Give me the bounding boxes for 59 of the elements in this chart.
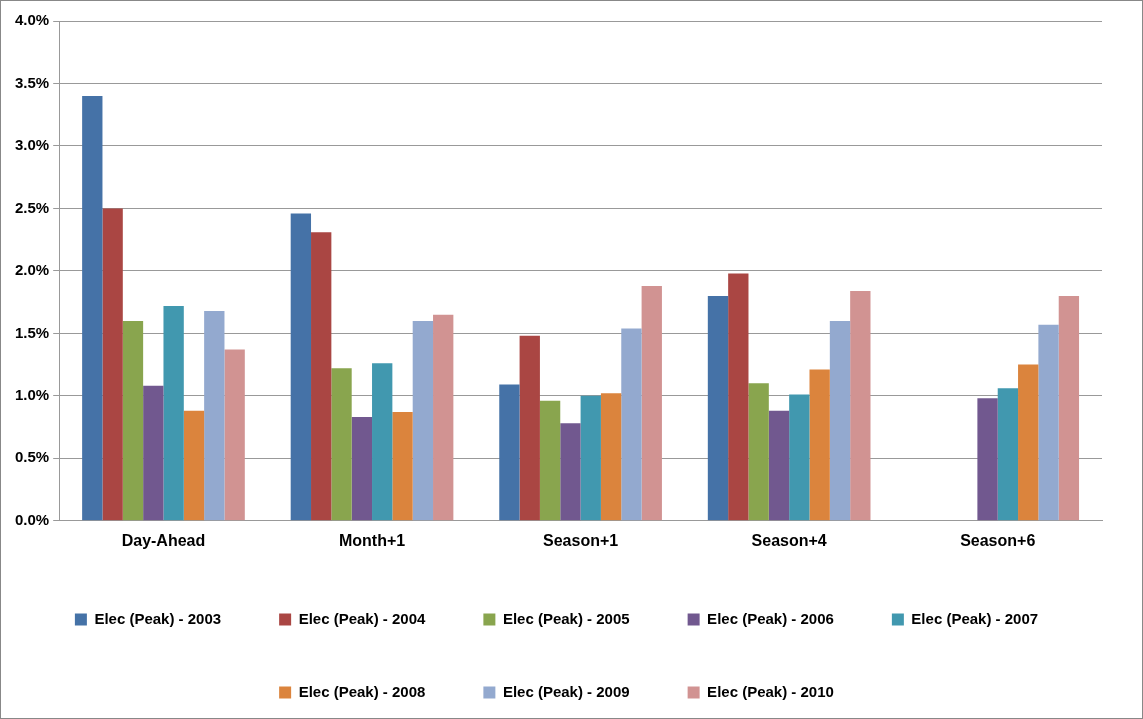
bar (163, 305, 184, 521)
legend-label: Elec (Peak) - 2003 (94, 609, 222, 627)
bar (997, 388, 1019, 521)
bar (351, 417, 373, 521)
bar (809, 369, 830, 521)
y-tick-label: 2.5% (14, 198, 50, 216)
y-tick-label: 0.0% (14, 510, 50, 528)
bar (539, 400, 561, 521)
bar (580, 395, 601, 521)
bar (560, 423, 581, 521)
bar (600, 393, 622, 521)
x-tick-label: Day-Ahead (121, 531, 206, 549)
y-tick-label: 3.0% (14, 136, 50, 154)
legend-label: Elec (Peak) - 2008 (298, 682, 426, 700)
bar (183, 410, 205, 521)
y-tick-label: 2.0% (14, 261, 50, 279)
bar (641, 285, 662, 521)
bar (499, 384, 520, 521)
bar (204, 310, 225, 521)
bar (290, 213, 312, 521)
bar (143, 385, 164, 521)
bar (1018, 364, 1039, 521)
bar (1038, 324, 1059, 521)
bar (789, 394, 810, 521)
bar (412, 320, 434, 521)
x-tick-label: Season+6 (960, 531, 1036, 549)
bar (311, 232, 332, 521)
y-tick-label: 3.5% (14, 73, 50, 91)
bar (748, 383, 769, 521)
legend-label: Elec (Peak) - 2010 (707, 682, 834, 700)
bar (829, 320, 851, 521)
x-tick-label: Season+4 (751, 531, 827, 549)
bar (519, 335, 540, 521)
bar (224, 349, 245, 521)
bar (82, 95, 103, 521)
bar (977, 398, 998, 521)
bar (728, 273, 749, 521)
bar (768, 410, 790, 521)
bar (122, 320, 144, 521)
bar (372, 363, 393, 521)
bar (707, 295, 729, 521)
bar (850, 290, 871, 521)
legend-label: Elec (Peak) - 2007 (911, 609, 1039, 627)
bar (392, 412, 413, 521)
bar (331, 368, 352, 521)
legend-label: Elec (Peak) - 2004 (298, 609, 427, 627)
bar (102, 208, 123, 521)
bar (621, 328, 642, 521)
y-tick-label: 1.0% (14, 385, 50, 403)
x-tick-label: Month+1 (338, 531, 406, 549)
legend-label: Elec (Peak) - 2006 (707, 609, 834, 627)
y-tick-label: 0.5% (14, 448, 50, 466)
bar (1058, 295, 1080, 521)
legend-label: Elec (Peak) - 2005 (502, 609, 630, 627)
x-tick-label: Season+1 (543, 531, 619, 549)
y-tick-label: 4.0% (14, 11, 50, 29)
y-tick-label: 1.5% (14, 323, 50, 341)
legend-label: Elec (Peak) - 2009 (502, 682, 630, 700)
bar (433, 314, 454, 521)
